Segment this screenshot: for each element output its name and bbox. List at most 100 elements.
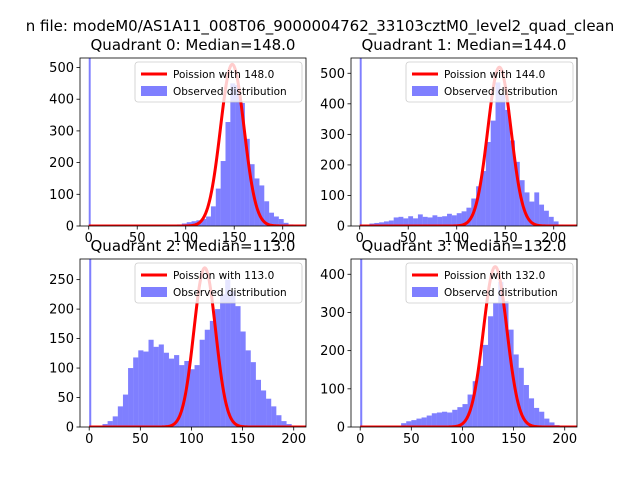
histogram-bar	[266, 398, 272, 427]
x-tick-label: 150	[222, 231, 247, 246]
histogram-bar	[500, 94, 506, 226]
histogram-bar	[269, 212, 274, 226]
legend-box	[134, 262, 303, 304]
x-tick-label: 100	[444, 231, 469, 246]
histogram-bar	[388, 220, 394, 226]
histogram-bar	[259, 185, 265, 226]
histogram-bar	[210, 206, 216, 226]
histogram-bar	[406, 421, 412, 427]
histogram-bar	[88, 58, 91, 226]
histogram-bar	[133, 357, 139, 427]
y-tick-label: 400	[49, 93, 74, 108]
histogram-bar	[476, 186, 481, 226]
axes-frame	[350, 57, 578, 227]
histogram-bar	[432, 215, 438, 226]
y-tick-label: 0	[337, 421, 345, 436]
histogram-bar	[225, 122, 231, 226]
histogram-bar	[206, 216, 211, 226]
legend-box	[405, 262, 574, 304]
histogram-bar	[138, 350, 144, 427]
histogram-bar	[194, 365, 200, 427]
histogram-bar	[379, 222, 384, 226]
legend-label: Poission with 144.0	[444, 69, 545, 81]
histogram-bar	[528, 398, 535, 427]
y-tick-label: 100	[49, 362, 74, 377]
histogram-bar	[186, 222, 192, 226]
legend: Poission with 113.0 Observed distribution	[134, 262, 303, 304]
histogram-bar	[89, 259, 92, 427]
histogram-bar	[158, 344, 164, 427]
histogram-bar	[413, 218, 418, 226]
y-tick-label: 150	[49, 332, 74, 347]
y-tick-label: 300	[320, 306, 345, 321]
axes-frame	[350, 258, 578, 428]
histogram-bar	[549, 422, 555, 427]
histogram-bar	[417, 214, 423, 226]
histogram-bar	[403, 218, 409, 226]
histogram-bar	[480, 171, 486, 226]
y-tick-label: 100	[320, 382, 345, 397]
histogram-bar	[524, 192, 530, 226]
histogram-bar	[510, 140, 515, 226]
histogram-bar	[153, 346, 159, 427]
histogram-bar	[508, 329, 514, 427]
y-tick-label: 250	[49, 273, 74, 288]
histogram-bar	[163, 352, 169, 427]
y-tick-label: 50	[57, 391, 74, 406]
subplot-quadrant-1: 0 50 100 150 200 0 100 200 300 400 500 Quadrant 1: …	[320, 36, 578, 246]
y-tick-label: 300	[320, 128, 345, 143]
histogram-bar	[553, 221, 559, 226]
histogram-bar	[451, 215, 457, 226]
histogram-bar	[359, 58, 362, 226]
histogram-bar	[254, 178, 260, 226]
histogram-bar	[250, 362, 256, 427]
legend: Poission with 148.0 Observed distribution	[134, 61, 303, 103]
y-tick-label: 500	[320, 67, 345, 82]
histogram-bar	[230, 291, 236, 427]
histogram-bar	[498, 281, 504, 427]
legend-bar-swatch	[141, 86, 167, 96]
histogram-bar	[452, 409, 458, 427]
x-tick-label: 150	[230, 432, 255, 447]
histogram-bar	[393, 217, 399, 226]
subplot-title: Quadrant 1: Median=144.0	[362, 36, 567, 54]
histogram-bar	[462, 404, 468, 427]
histogram-bar	[477, 365, 483, 427]
histogram-bar	[456, 213, 462, 226]
histogram-bar	[235, 306, 241, 427]
histogram-bar	[544, 418, 550, 427]
histogram-bar	[112, 416, 118, 427]
legend-label: Observed distribution	[444, 287, 558, 299]
histogram-bar	[488, 316, 494, 427]
histogram-bar	[244, 138, 250, 226]
legend-label: Observed distribution	[173, 86, 287, 98]
histogram-bar	[360, 259, 363, 427]
histogram-bar	[122, 394, 129, 427]
y-tick-label: 0	[66, 220, 74, 235]
x-tick-label: 0	[356, 432, 364, 447]
x-tick-label: 150	[501, 432, 526, 447]
histogram-bar	[431, 413, 437, 427]
histogram-bar	[447, 412, 453, 427]
histogram-bar	[261, 390, 267, 427]
subplot-quadrant-3: 0 50 100 150 200 0 100 200 300 400 Quadrant 3: Med…	[320, 237, 578, 447]
histogram-bar	[199, 339, 205, 427]
histogram-bar	[442, 411, 448, 427]
y-tick-label: 200	[320, 158, 345, 173]
histogram-bar	[514, 161, 520, 226]
histogram-bar	[401, 423, 407, 427]
histogram-bar	[461, 211, 467, 226]
legend-bar-swatch	[412, 287, 438, 297]
histogram-bar	[398, 216, 404, 226]
histogram-bar	[539, 204, 545, 226]
x-tick-label: 100	[450, 432, 475, 447]
histogram-bar	[143, 351, 149, 427]
histogram-bar	[442, 216, 448, 226]
histogram-bar	[255, 379, 262, 427]
histogram-bar	[273, 216, 279, 226]
legend-box	[405, 61, 574, 103]
subplot-quadrant-0: 0 50 100 150 200 0 100 200 300 400 500 Quadrant 0: …	[49, 36, 307, 246]
subplot-quadrant-2: 0 50 100 150 200 0 50 100 150 200 250 Quadrant 2: M…	[49, 237, 307, 447]
histogram-bar	[204, 329, 210, 427]
x-tick-label: 200	[281, 432, 306, 447]
